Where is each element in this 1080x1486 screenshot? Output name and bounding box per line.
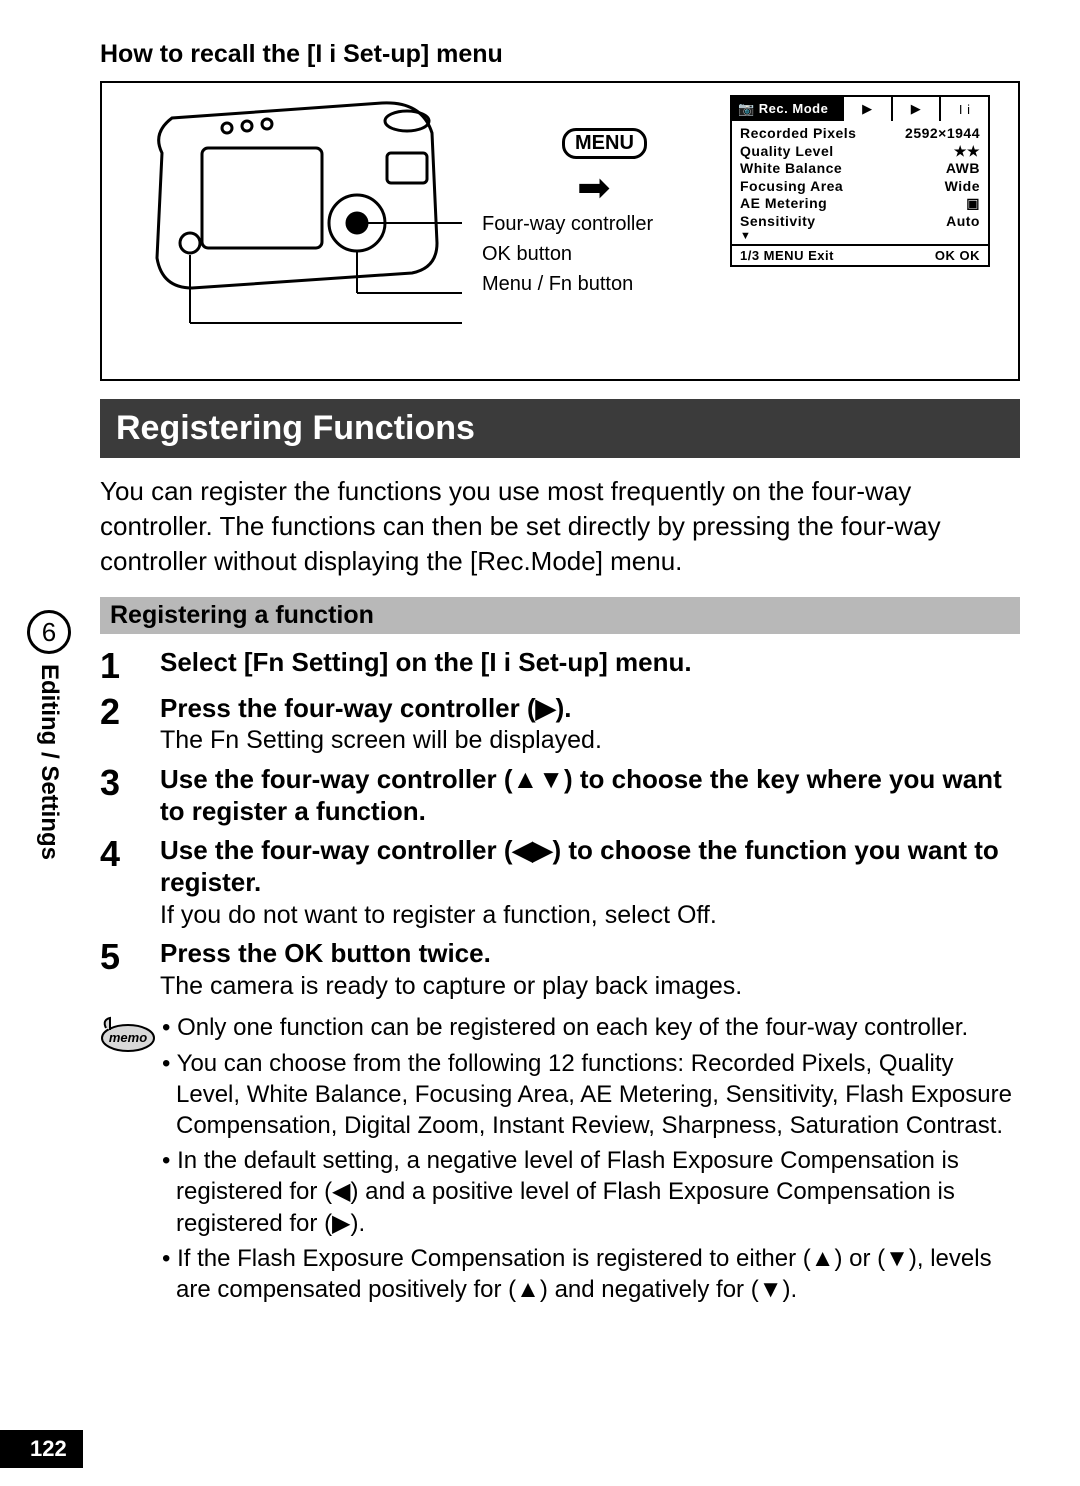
lcd-tab-4: I i (939, 97, 988, 121)
lcd-row-label: White Balance (740, 160, 842, 178)
memo-item: If the Flash Exposure Compensation is re… (162, 1243, 1020, 1305)
lcd-body: Recorded Pixels 2592×1944 Quality Level ★★… (732, 121, 988, 244)
chapter-title: Editing / Settings (35, 664, 63, 860)
lcd-footer-right: OK OK (935, 248, 980, 263)
memo-block: memo Only one function can be registered… (100, 1012, 1020, 1309)
lcd-row-value: ▣ (966, 195, 980, 213)
recall-title-pre: How to recall the [ (100, 40, 315, 68)
recall-title-post: Set-up] menu (336, 40, 503, 68)
section-title: Registering Functions (100, 399, 1020, 458)
svg-text:memo: memo (109, 1030, 147, 1045)
memo-item: You can choose from the following 12 fun… (162, 1048, 1020, 1142)
lcd-row-value: 2592×1944 (905, 125, 980, 143)
step-desc: If you do not want to register a functio… (160, 899, 1020, 932)
step-desc: The camera is ready to capture or play b… (160, 970, 1020, 1003)
recall-title: How to recall the [I i Set-up] menu (100, 40, 1020, 69)
step-number: 5 (100, 937, 160, 1002)
step-number: 2 (100, 692, 160, 757)
lcd-row-value: Wide (945, 178, 980, 196)
memo-item: In the default setting, a negative level… (162, 1145, 1020, 1239)
step-number: 4 (100, 834, 160, 932)
steps-list: 1Select [Fn Setting] on the [I i Set-up]… (100, 646, 1020, 1002)
memo-item: Only one function can be registered on e… (162, 1012, 1020, 1043)
chapter-number: 6 (27, 610, 71, 654)
setup-icon: I i (315, 40, 336, 69)
lcd-tab-3: ▶ (891, 97, 940, 121)
step-title: Press the OK button twice. (160, 937, 1020, 970)
memo-icon: memo (100, 1012, 162, 1309)
step-title: Use the four-way controller (▲▼) to choo… (160, 763, 1020, 828)
lcd-row-label: Sensitivity (740, 213, 816, 231)
lcd-footer-left: 1/3 MENU Exit (740, 248, 834, 263)
lcd-screen: 📷 Rec. Mode ▶ ▶ I i Recorded Pixels 2592×… (730, 95, 990, 267)
lcd-row-value: AWB (946, 160, 980, 178)
diagram-box: MENU ➡ Four-way controller OK button Men… (100, 81, 1020, 381)
menu-pill: MENU (562, 128, 647, 159)
lcd-row-label: Recorded Pixels (740, 125, 856, 143)
step-title: Use the four-way controller (◀▶) to choo… (160, 834, 1020, 899)
lcd-tab-rec-mode: 📷 Rec. Mode (732, 97, 842, 121)
camera-illustration (132, 93, 462, 343)
memo-list: Only one function can be registered on e… (162, 1012, 1020, 1309)
lcd-tab-2: ▶ (842, 97, 891, 121)
lcd-row-value: Auto (946, 213, 980, 231)
step-number: 3 (100, 763, 160, 828)
step-title: Select [Fn Setting] on the [I i Set-up] … (160, 646, 1020, 679)
intro-text: You can register the functions you use m… (100, 474, 1020, 579)
subsection-title: Registering a function (100, 597, 1020, 634)
label-ok-button: OK button (482, 243, 572, 266)
lcd-row-value: ★★ (954, 143, 980, 161)
side-tab: 6 Editing / Settings (14, 610, 84, 860)
page-number: 122 (0, 1430, 83, 1468)
label-menu-fn-button: Menu / Fn button (482, 273, 633, 296)
arrow-right-icon: ➡ (577, 168, 611, 208)
step-number: 1 (100, 646, 160, 686)
lcd-row-label: Quality Level (740, 143, 834, 161)
step-desc: The Fn Setting screen will be displayed. (160, 724, 1020, 757)
label-four-way-controller: Four-way controller (482, 213, 653, 236)
lcd-row-label: AE Metering (740, 195, 827, 213)
lcd-row-label: Focusing Area (740, 178, 843, 196)
step-title: Press the four-way controller (▶). (160, 692, 1020, 725)
